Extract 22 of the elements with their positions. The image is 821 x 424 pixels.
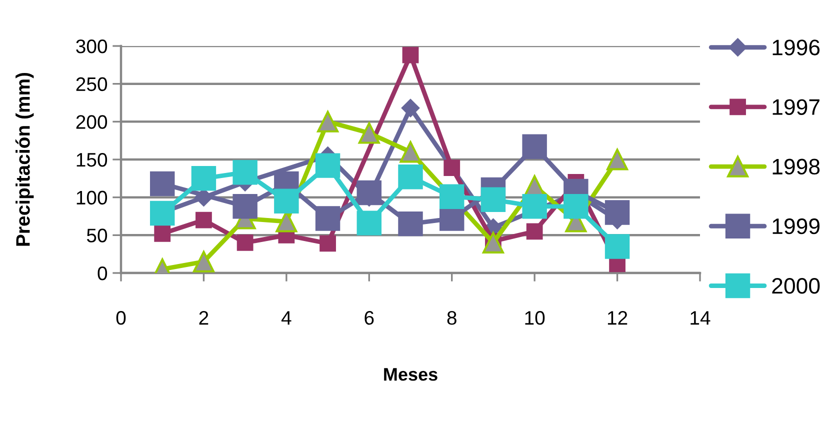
x-tick-label: 12 [608, 311, 628, 325]
x-tick-label: 14 [690, 311, 710, 325]
y-tick-label: 0 [98, 266, 108, 280]
legend-label: 1998 [772, 158, 820, 175]
y-tick-label: 200 [76, 115, 108, 129]
legend-label: 2000 [772, 278, 820, 294]
legend-label: 1997 [772, 99, 820, 115]
x-tick-label: 10 [525, 311, 545, 325]
x-tick-label: 2 [199, 311, 208, 325]
legend-label: 1996 [772, 40, 820, 56]
x-axis-title: Meses [384, 368, 438, 381]
y-tick-label: 100 [76, 190, 108, 205]
y-axis-title: Precipitación (mm) [15, 72, 34, 246]
x-tick-label: 6 [364, 311, 374, 325]
legend-label: 1999 [772, 218, 820, 234]
y-tick-label: 300 [76, 39, 108, 54]
y-tick-label: 150 [76, 152, 108, 167]
x-tick-label: 0 [116, 311, 126, 325]
y-tick-label: 50 [86, 228, 108, 242]
x-tick-label: 8 [447, 311, 456, 325]
y-tick-label: 250 [76, 77, 108, 92]
x-tick-label: 4 [281, 311, 292, 325]
